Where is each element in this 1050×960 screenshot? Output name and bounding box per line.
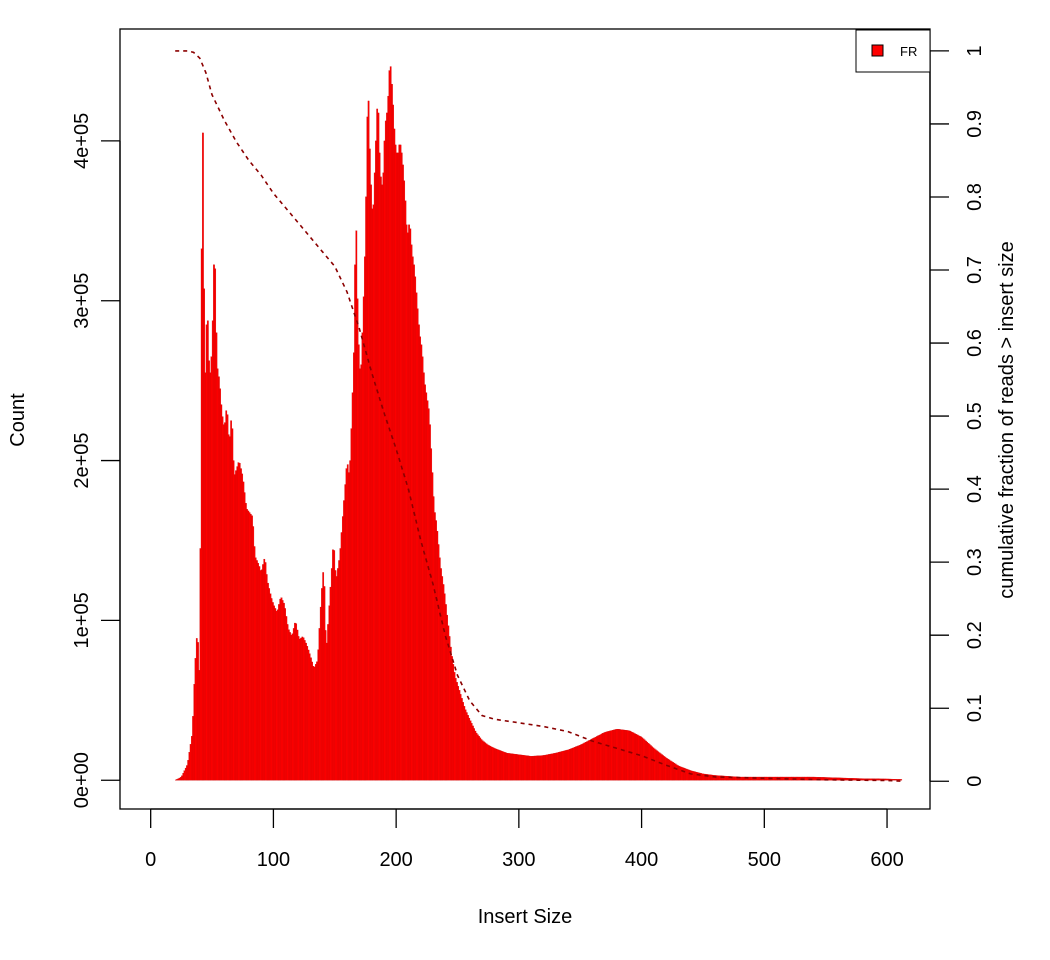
y-axis-left: 0e+00 1e+05 2e+05 3e+05 4e+05 [71, 113, 121, 808]
x-tick-label: 200 [379, 849, 412, 871]
y2-tick-label: 0 [964, 776, 986, 787]
y-axis-right: 0 0.1 0.2 0.3 0.4 0.5 0.6 0.7 0.8 0.9 1 [929, 45, 986, 787]
x-tick-label: 600 [870, 849, 903, 871]
legend-swatch [871, 44, 884, 57]
y-tick-label: 4e+05 [71, 113, 93, 169]
y2-tick-label: 0.5 [964, 402, 986, 430]
x-axis: 0 100 200 300 400 500 600 [145, 808, 904, 871]
histogram-bar [900, 779, 903, 781]
y2-tick-label: 0.9 [964, 110, 986, 138]
legend: FR [855, 29, 931, 73]
y-tick-label: 1e+05 [71, 592, 93, 648]
y2-tick-label: 1 [964, 45, 986, 56]
x-tick-label: 400 [625, 849, 658, 871]
x-tick-label: 0 [145, 849, 156, 871]
y2-tick-label: 0.4 [964, 475, 986, 503]
y-axis-title: Count [7, 393, 29, 447]
y2-tick-label: 0.7 [964, 256, 986, 284]
y-tick-label: 3e+05 [71, 273, 93, 329]
y2-tick-label: 0.1 [964, 694, 986, 722]
y2-axis-title: cumulative fraction of reads > insert si… [996, 241, 1018, 598]
histogram-bars [175, 66, 903, 781]
x-tick-label: 300 [502, 849, 535, 871]
x-tick-label: 500 [748, 849, 781, 871]
x-axis-title: Insert Size [478, 906, 572, 928]
y2-tick-label: 0.2 [964, 621, 986, 649]
y2-tick-label: 0.8 [964, 183, 986, 211]
y-tick-label: 2e+05 [71, 433, 93, 489]
y-tick-label: 0e+00 [71, 752, 93, 808]
x-tick-label: 100 [257, 849, 290, 871]
cumulative-fraction-line [175, 50, 902, 782]
y2-tick-label: 0.6 [964, 329, 986, 357]
y2-tick-label: 0.3 [964, 548, 986, 576]
legend-label: FR [900, 44, 917, 59]
legend-box [855, 29, 931, 73]
